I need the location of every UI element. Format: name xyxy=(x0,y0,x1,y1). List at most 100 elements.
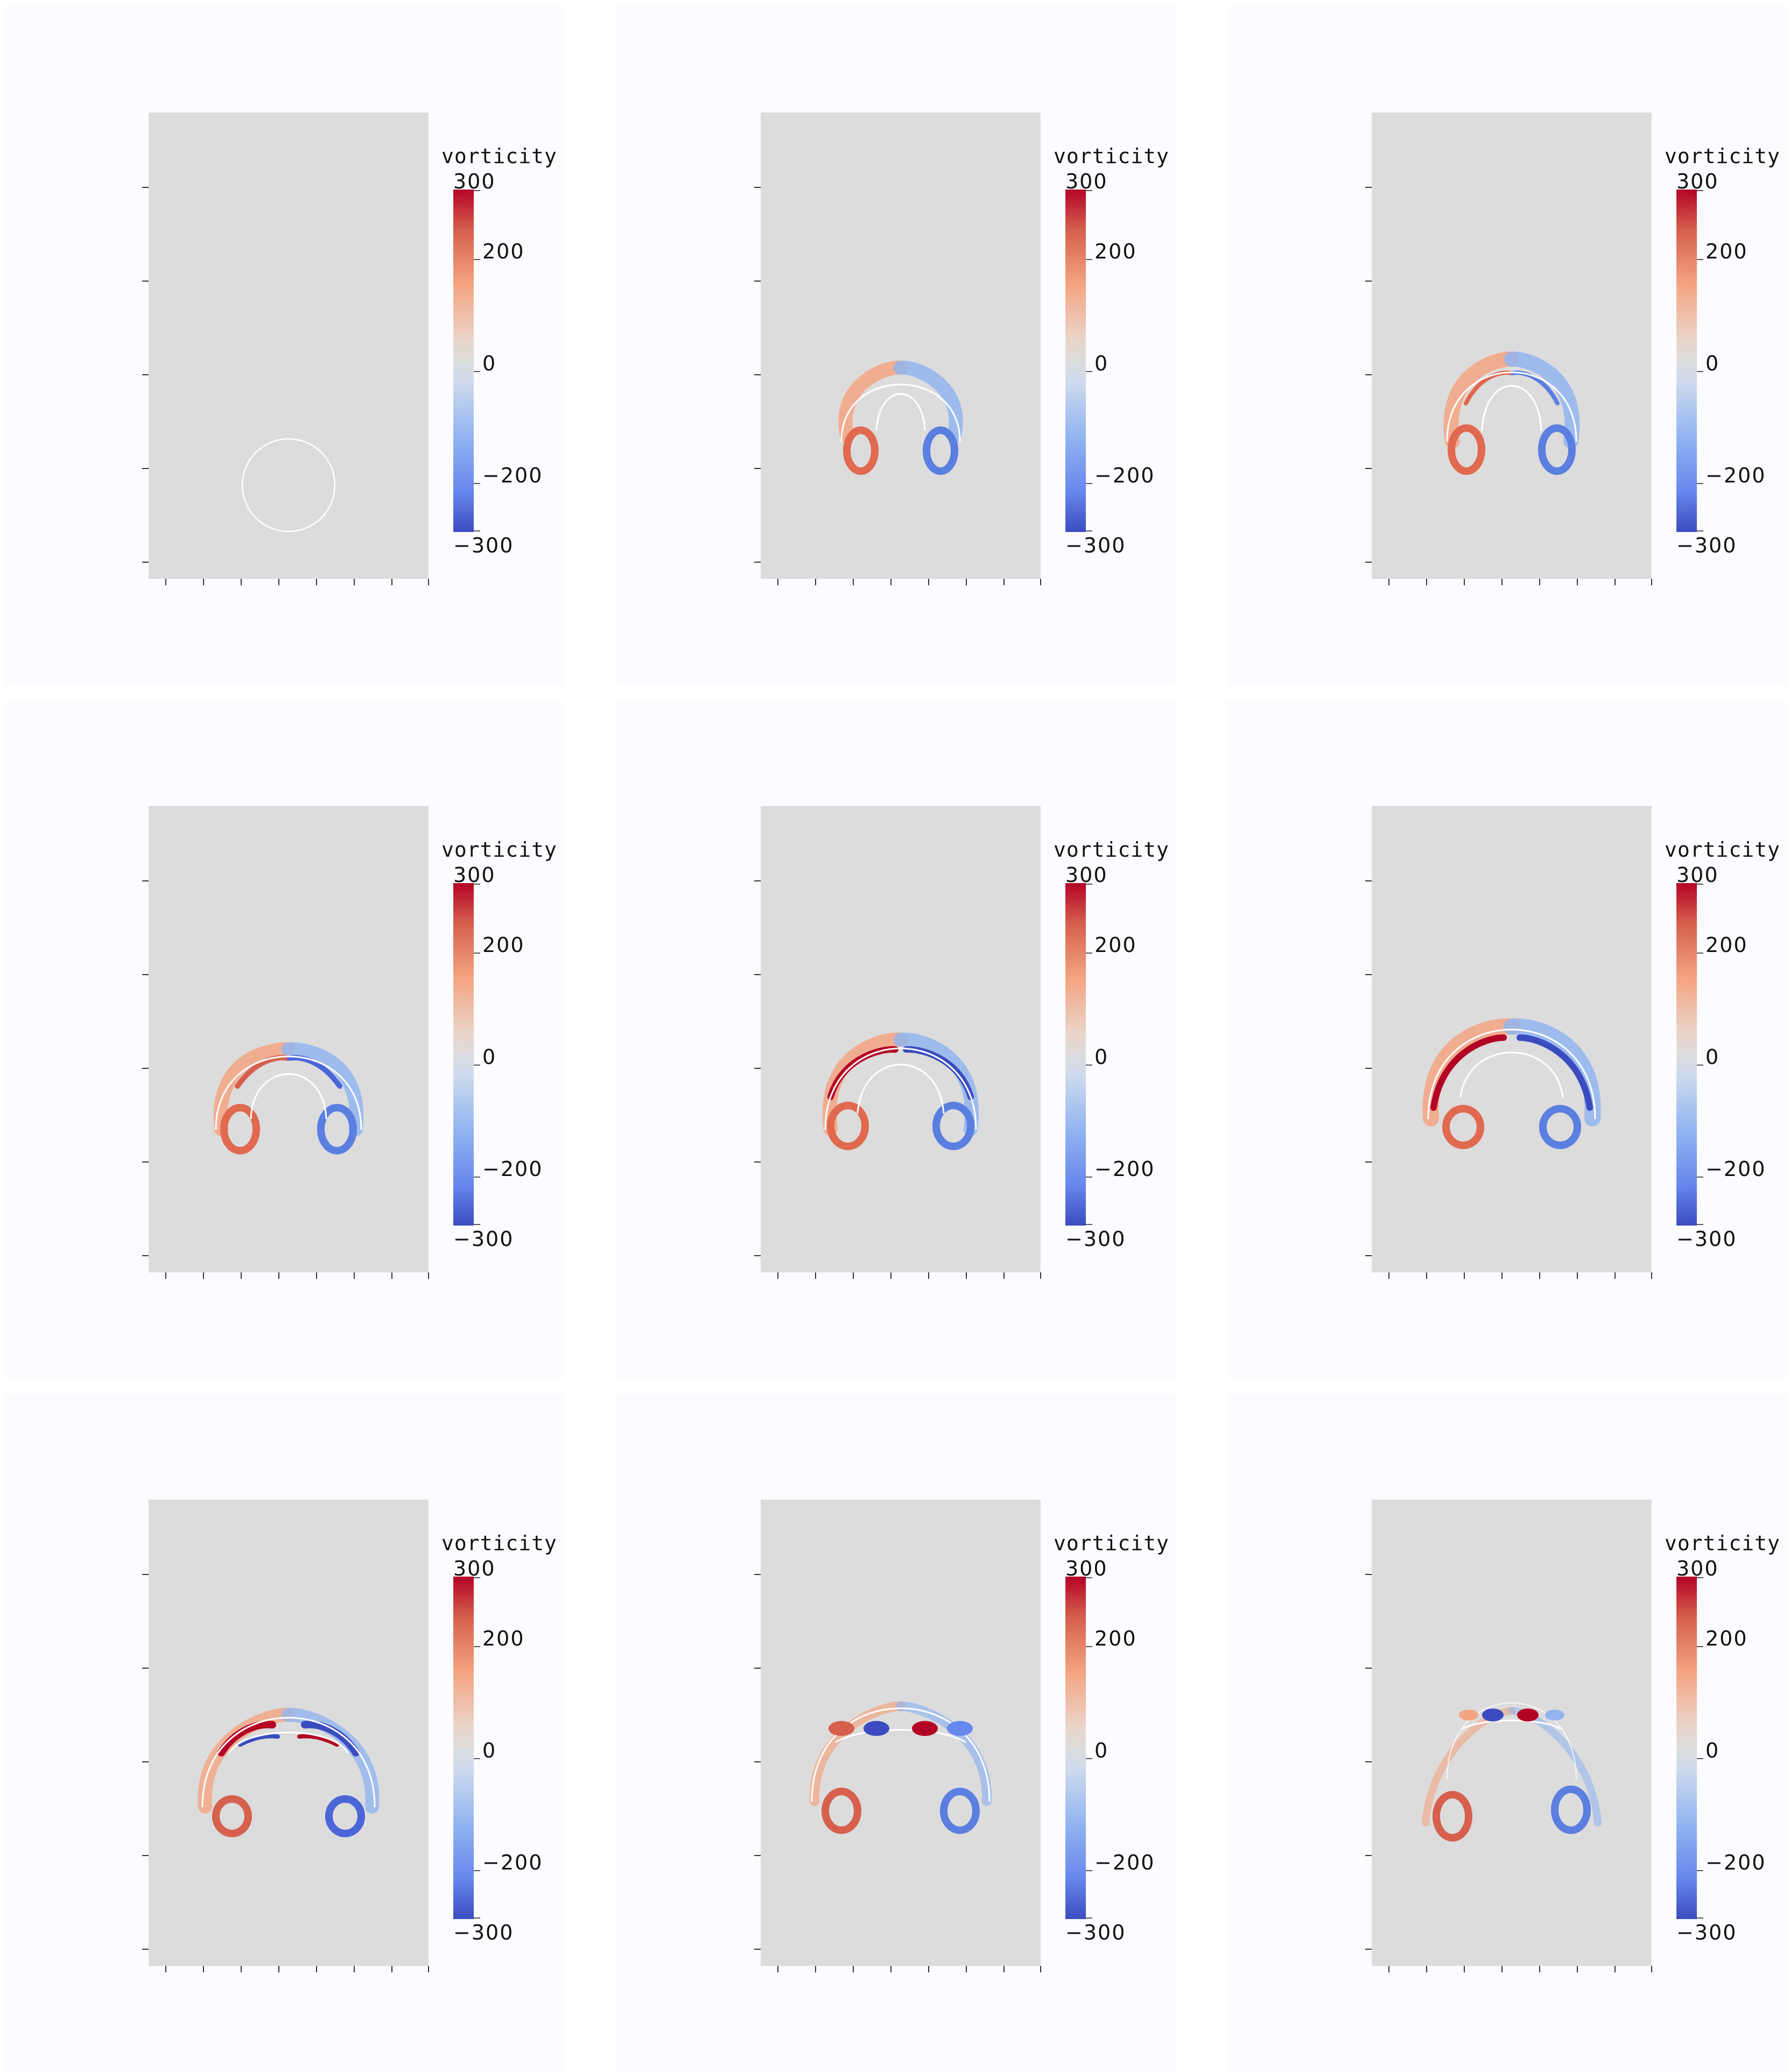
colorbar-ticks xyxy=(1697,1577,1703,1919)
colorbar-tick-label: 200 xyxy=(1705,933,1748,957)
colorbar-tick-label: 0 xyxy=(1094,352,1109,375)
colorbar-title: vorticity xyxy=(1054,144,1169,168)
colorbar-tick-label: −200 xyxy=(1094,464,1155,487)
axis-ticks xyxy=(754,1574,1041,1972)
colorbar-ticks xyxy=(1697,884,1703,1225)
colorbar-tick-label: −300 xyxy=(1065,1921,1126,1944)
vorticity-field xyxy=(838,360,963,475)
colorbar-tick-label: 300 xyxy=(1676,1557,1719,1580)
colorbar-tick-label: 300 xyxy=(1065,170,1108,193)
colorbar-tick-label: −200 xyxy=(1094,1851,1155,1874)
vorticity-field xyxy=(1422,1018,1601,1149)
colorbar-tick-label: 200 xyxy=(1094,933,1137,957)
colorbar-tick-label: 300 xyxy=(1676,170,1719,193)
colorbar-tick-label: 0 xyxy=(1705,1739,1720,1762)
colorbar-ticks xyxy=(474,1577,480,1919)
colorbar-tick-label: −200 xyxy=(482,1157,543,1181)
colorbar-title: vorticity xyxy=(441,144,557,168)
colorbar-tick-label: −300 xyxy=(1065,534,1126,557)
colorbar-tick-label: 0 xyxy=(1094,1045,1109,1069)
colorbar xyxy=(1065,190,1086,532)
plot-area xyxy=(761,1500,1041,1966)
colorbar-tick-label: 200 xyxy=(482,933,525,957)
colorbar-tick-label: −200 xyxy=(1705,1851,1766,1874)
plot-area xyxy=(1372,806,1652,1272)
colorbar-tick-label: 200 xyxy=(482,240,525,263)
colorbar-tick-label: 0 xyxy=(1705,352,1720,375)
axis-ticks xyxy=(1365,880,1652,1279)
colorbar-tick-label: −300 xyxy=(453,1921,514,1944)
colorbar xyxy=(453,1577,474,1919)
plot-area xyxy=(1372,113,1652,579)
colorbar-ticks xyxy=(1086,1577,1092,1919)
plot-area xyxy=(149,806,429,1272)
plot-area xyxy=(761,113,1041,579)
vorticity-field xyxy=(823,1032,979,1150)
plot-panel: vorticity 300 200 0 −200 −300 xyxy=(1227,700,1787,1378)
axis-ticks xyxy=(142,187,429,585)
vorticity-field xyxy=(1422,1702,1602,1842)
colorbar-tick-label: 200 xyxy=(1705,1627,1748,1650)
colorbar-tick-label: 300 xyxy=(1065,1557,1108,1580)
plot-panel: vorticity 300 200 0 −200 −300 xyxy=(616,700,1176,1378)
colorbar-tick-label: 0 xyxy=(1705,1045,1720,1069)
plot-panel: vorticity 300 200 0 −200 −300 xyxy=(4,1394,564,2072)
plot-area xyxy=(149,113,429,579)
colorbar-tick-label: −300 xyxy=(1676,1227,1737,1251)
colorbar-ticks xyxy=(1086,190,1092,531)
colorbar-tick-label: −200 xyxy=(482,464,543,487)
colorbar-tick-label: 300 xyxy=(453,1557,496,1580)
plot-panel: vorticity 300 200 0 −200 −300 xyxy=(1227,1394,1787,2072)
colorbar-ticks xyxy=(474,884,480,1225)
colorbar xyxy=(453,883,474,1226)
plot-panel: vorticity 300 200 0 −200 −300 xyxy=(1227,6,1787,685)
vorticity-field xyxy=(198,1707,380,1837)
colorbar xyxy=(1676,1577,1697,1919)
colorbar-tick-label: −300 xyxy=(1676,534,1737,557)
colorbar-title: vorticity xyxy=(1665,838,1780,862)
colorbar-ticks xyxy=(1697,190,1703,531)
colorbar-tick-label: −300 xyxy=(1065,1227,1126,1251)
colorbar-title: vorticity xyxy=(1054,838,1169,862)
colorbar-title: vorticity xyxy=(1665,144,1780,168)
colorbar-tick-label: −200 xyxy=(1705,464,1766,487)
plot-panel: vorticity 300 200 0 −200 −300 xyxy=(616,6,1176,685)
vorticity-field xyxy=(241,438,336,533)
plot-panel: vorticity 300 200 0 −200 −300 xyxy=(4,6,564,685)
colorbar-title: vorticity xyxy=(441,838,557,862)
colorbar-tick-label: 300 xyxy=(1676,863,1719,887)
colorbar-tick-label: −300 xyxy=(453,534,514,557)
axis-ticks xyxy=(754,187,1041,585)
colorbar-tick-label: 200 xyxy=(1705,240,1748,263)
vorticity-field xyxy=(809,1701,992,1834)
colorbar-tick-label: −200 xyxy=(1094,1157,1155,1181)
colorbar xyxy=(1065,1577,1086,1919)
colorbar-title: vorticity xyxy=(1054,1531,1169,1555)
plot-area xyxy=(149,1500,429,1966)
colorbar-tick-label: 300 xyxy=(1065,863,1108,887)
colorbar-tick-label: −300 xyxy=(453,1227,514,1251)
axis-ticks xyxy=(1365,1574,1652,1972)
plot-panel: vorticity 300 200 0 −200 −300 xyxy=(616,1394,1176,2072)
axis-ticks xyxy=(142,1574,429,1972)
colorbar-tick-label: 300 xyxy=(453,170,496,193)
vorticity-field xyxy=(1443,351,1580,475)
axis-ticks xyxy=(754,880,1041,1279)
colorbar-tick-label: −200 xyxy=(1705,1157,1766,1181)
colorbar-tick-label: 200 xyxy=(1094,1627,1137,1650)
plot-panel: vorticity 300 200 0 −200 −300 xyxy=(4,700,564,1378)
colorbar xyxy=(453,190,474,532)
colorbar-tick-label: 300 xyxy=(453,863,496,887)
colorbar-tick-label: 0 xyxy=(482,1739,497,1762)
colorbar-ticks xyxy=(1086,884,1092,1225)
colorbar-tick-label: 0 xyxy=(482,352,497,375)
colorbar-ticks xyxy=(474,190,480,531)
colorbar-tick-label: −200 xyxy=(482,1851,543,1874)
colorbar-title: vorticity xyxy=(441,1531,557,1555)
axis-ticks xyxy=(142,880,429,1279)
colorbar-tick-label: 0 xyxy=(482,1045,497,1069)
vorticity-field xyxy=(213,1042,364,1154)
colorbar-tick-label: 200 xyxy=(1094,240,1137,263)
colorbar-tick-label: 0 xyxy=(1094,1739,1109,1762)
colorbar-title: vorticity xyxy=(1665,1531,1780,1555)
